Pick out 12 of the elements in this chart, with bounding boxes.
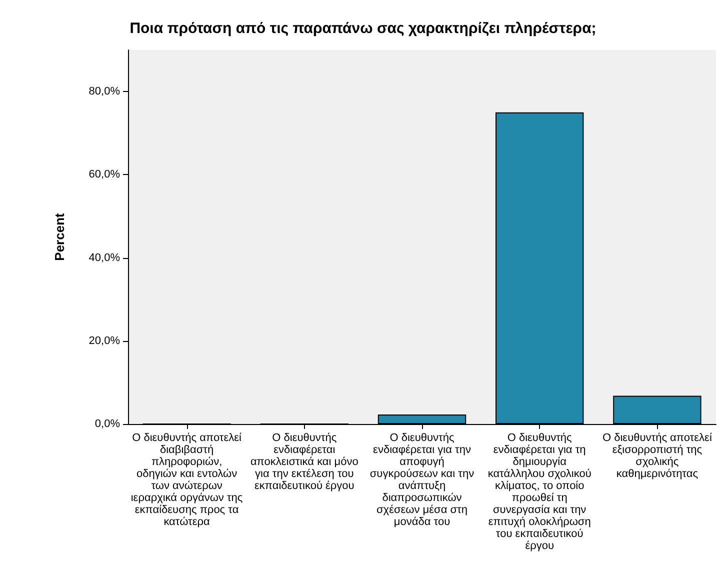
chart-title: Ποια πρόταση από τις παραπάνω σας χαρακτηρίζει πληρέστερα; — [130, 20, 596, 37]
category-label: Ο διευθυντής ενδιαφέρεται για τη δημιουργία κατάλληλου σχολικού κλίματος, το οποίο προωθεί τη συνεργασία και την επιτυχή ολοκλήρωση του εκπαιδευτικού έργου — [488, 432, 592, 552]
x-tick-label: Ο διευθυντής αποτελεί διαβιβαστή πληροφοριών, οδηγιών και εντολών των ανώτερων ιεραρχικά οργάνων της εκπαίδευσης προς τα κατώτερα — [130, 432, 243, 528]
y-tick-label: 20,0% — [88, 334, 120, 347]
y-tick-label: 80,0% — [88, 86, 120, 98]
y-axis-title: Percent — [52, 212, 67, 261]
y-tick-label: 40,0% — [88, 252, 120, 264]
x-tick-label: Ο διευθυντής ενδιαφέρεται για την αποφυγή συγκρούσεων και την ανάπτυξη διαπροσωπικών σχέσεων μέσα στη μονάδα του — [370, 432, 475, 528]
y-tick-label: 0,0% — [94, 418, 120, 430]
x-tick-label: Ο διευθυντής αποτελεί εξισορροπιστή της σχολικής καθημερινότητας — [602, 432, 712, 480]
x-tick-label: Ο διευθυντής ενδιαφέρεται αποκλειστικά και μόνο για την εκτέλεση του εκπαιδευτικού έργου — [250, 432, 358, 492]
y-tick-label: 60,0% — [88, 168, 120, 181]
